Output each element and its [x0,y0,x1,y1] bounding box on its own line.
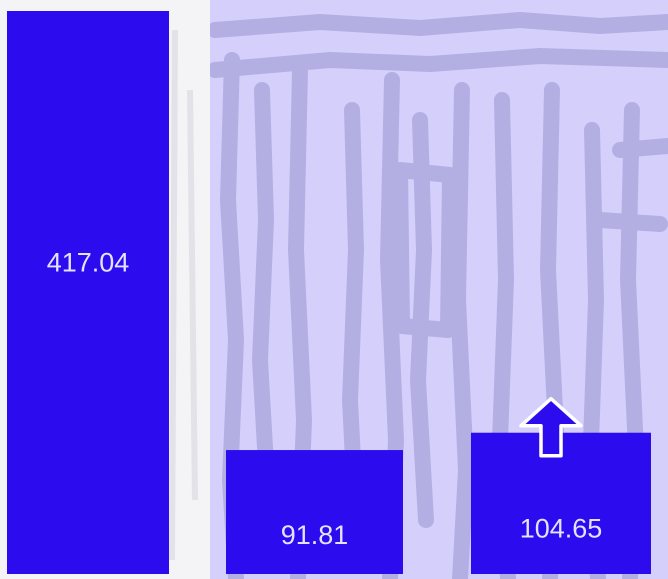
data-labels: 417.04 91.81 104.65 [47,247,603,550]
bar-1 [7,10,169,575]
bar-2-value-label: 91.81 [281,520,349,550]
annotations [519,396,583,458]
bar-3-value-label: 104.65 [520,513,603,543]
bar-1-value-label: 417.04 [47,247,130,277]
bar-2 [226,450,403,574]
up-arrow-icon [519,396,583,458]
